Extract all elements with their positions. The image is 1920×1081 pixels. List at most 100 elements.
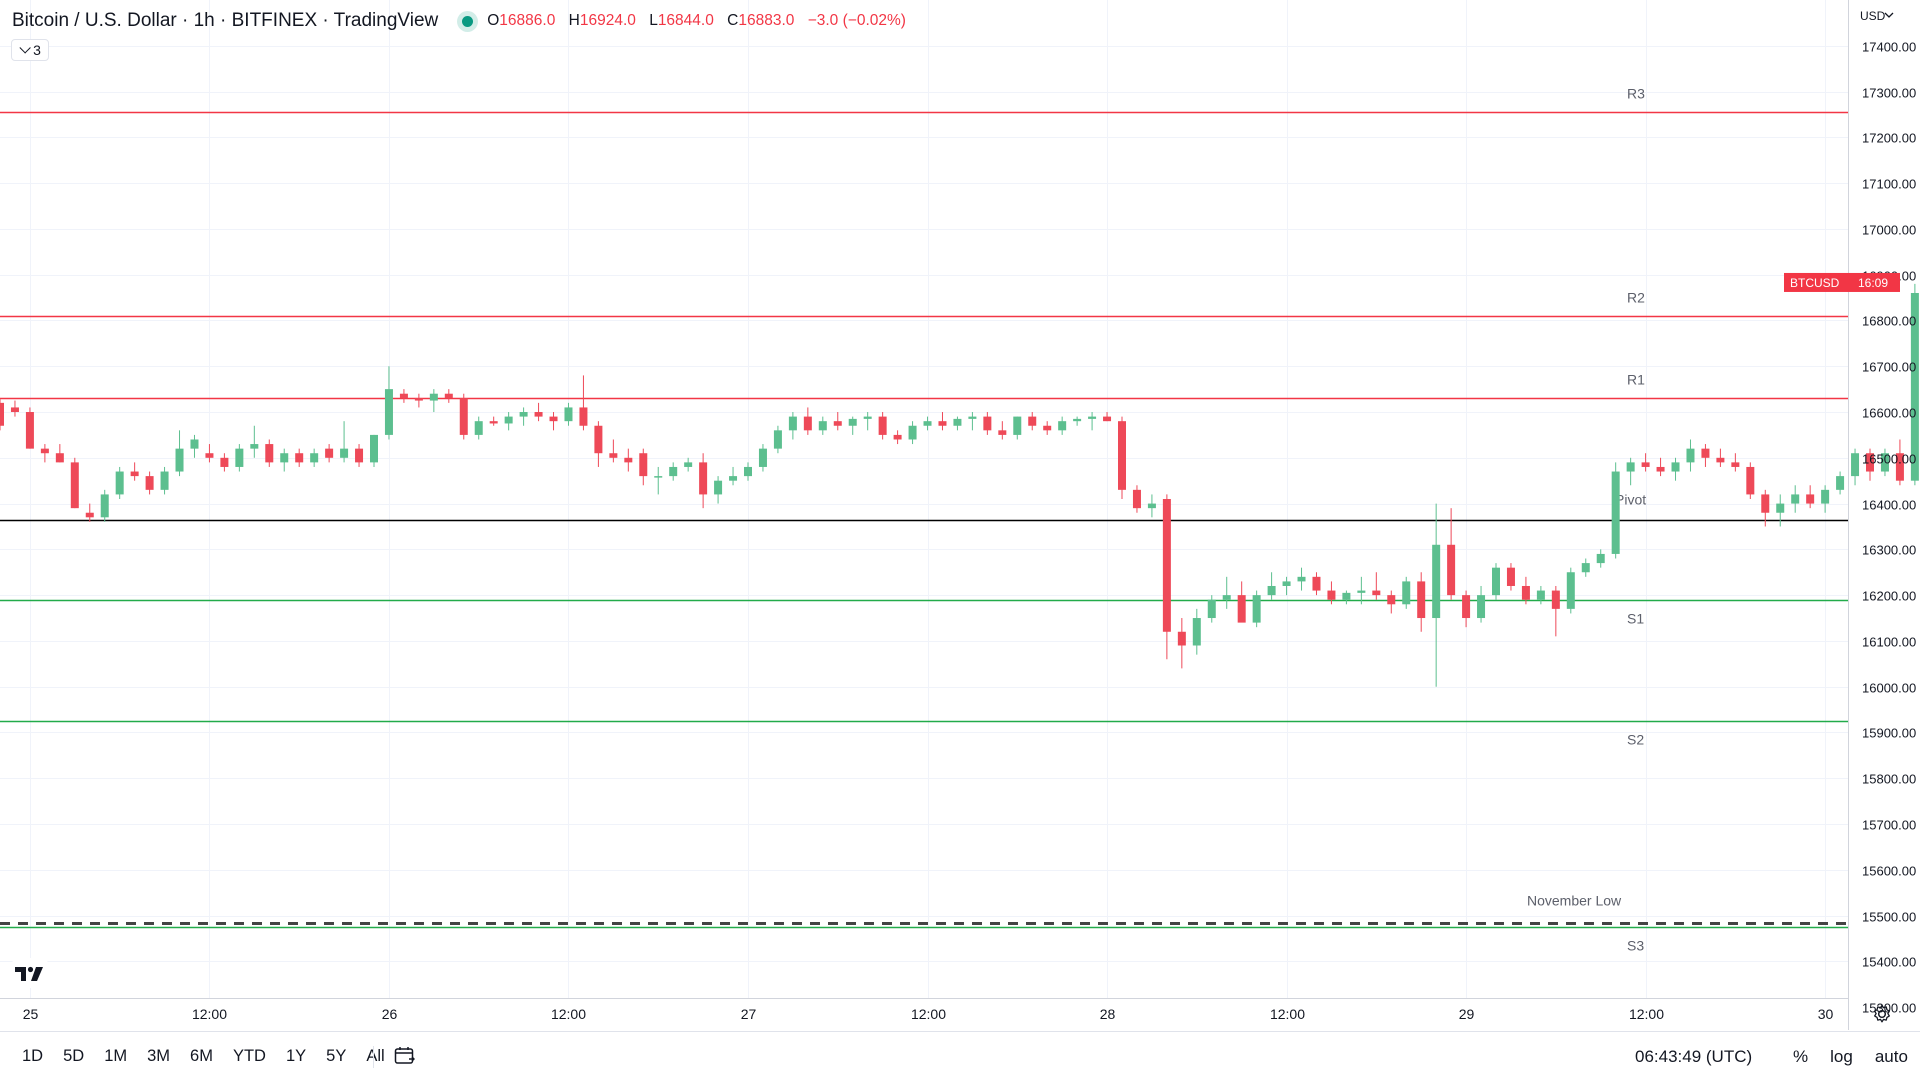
candle <box>1836 471 1845 495</box>
candle-body <box>370 434 378 463</box>
candle <box>1791 485 1800 513</box>
symbol-title[interactable]: Bitcoin / U.S. Dollar · 1h · BITFINEX · … <box>12 10 439 31</box>
time-tick-label: 12:00 <box>551 1006 586 1022</box>
candle <box>803 407 812 435</box>
candle-body <box>1447 544 1456 596</box>
candle <box>310 448 319 467</box>
indicators-toggle-button[interactable]: 3 <box>11 39 49 61</box>
candle <box>1118 416 1126 499</box>
candle <box>594 421 603 467</box>
range-button-1m[interactable]: 1M <box>104 1047 128 1065</box>
candle <box>1132 485 1141 513</box>
price-tick-label: 17200.00 <box>1862 131 1916 146</box>
close-label: C <box>727 12 739 29</box>
tradingview-logo-icon[interactable] <box>12 958 48 988</box>
candle <box>699 453 708 509</box>
candle-body <box>220 457 229 467</box>
utc-clock[interactable]: 06:43:49 (UTC) <box>1635 1046 1753 1066</box>
candle-body <box>1372 590 1381 596</box>
candle-body <box>893 434 902 440</box>
candle-body <box>1851 453 1860 477</box>
candle <box>998 421 1007 440</box>
candle-body <box>848 418 857 426</box>
candle <box>1910 283 1919 486</box>
candle-body <box>1132 489 1141 509</box>
candle-body <box>25 412 34 449</box>
candle <box>519 407 528 426</box>
candle <box>908 421 917 445</box>
candle <box>1671 457 1680 481</box>
level-label-november-low: November Low <box>1527 893 1622 909</box>
go-to-date-icon[interactable] <box>394 1046 416 1066</box>
price-tick-label: 16300.00 <box>1862 543 1916 558</box>
open-value: 16886.0 <box>499 12 556 29</box>
candle-body <box>1342 592 1351 600</box>
candle-body <box>340 448 349 458</box>
time-scale[interactable]: 2512:002612:002712:002812:002912:003012:… <box>23 1006 1920 1022</box>
gear-icon[interactable] <box>1871 1003 1893 1025</box>
candle <box>265 439 274 467</box>
range-button-3m[interactable]: 3M <box>147 1047 171 1065</box>
range-button-ytd[interactable]: YTD <box>232 1047 266 1065</box>
price-tick-label: 16700.00 <box>1862 360 1916 375</box>
candle <box>1641 453 1650 472</box>
candle-body <box>355 448 364 463</box>
range-button-1d[interactable]: 1D <box>22 1047 44 1065</box>
candle-body <box>325 448 334 458</box>
candlesticks <box>0 283 1919 687</box>
price-tick-label: 16500.00 <box>1862 452 1916 467</box>
market-status-dot-icon <box>462 15 474 27</box>
candle-body <box>1821 489 1830 504</box>
candle <box>684 457 693 472</box>
candle <box>1686 439 1695 472</box>
currency-label[interactable]: USD <box>1860 9 1886 23</box>
time-tick-label: 30 <box>1818 1006 1834 1022</box>
range-button-5y[interactable]: 5Y <box>326 1047 347 1065</box>
candle <box>983 412 992 435</box>
candle <box>70 457 79 509</box>
candle-body <box>384 389 393 435</box>
candle <box>639 448 648 486</box>
candle-body <box>654 476 663 478</box>
candle-body <box>1417 581 1426 619</box>
candle <box>25 407 34 449</box>
candle-body <box>1731 462 1740 467</box>
candle <box>175 430 184 477</box>
candle <box>1776 494 1785 527</box>
candle-body <box>489 421 498 424</box>
candle <box>1028 412 1037 431</box>
auto-scale-button[interactable]: auto <box>1874 1046 1908 1066</box>
candle <box>459 393 468 440</box>
ohlc-values: O16886.0 H16924.0 L16844.0 C16883.0 −3.0… <box>487 12 906 30</box>
candle <box>818 416 827 435</box>
candle-body <box>609 453 618 458</box>
range-button-5d[interactable]: 5D <box>63 1047 85 1065</box>
range-button-all[interactable]: All <box>366 1047 385 1065</box>
range-button-6m[interactable]: 6M <box>190 1047 213 1065</box>
candle-body <box>1073 418 1082 422</box>
candle <box>1851 448 1860 486</box>
candle <box>205 444 214 463</box>
candle-body <box>714 480 723 495</box>
log-scale-button[interactable]: log <box>1830 1046 1853 1066</box>
candle-body <box>1611 471 1620 554</box>
price-tick-label: 15700.00 <box>1862 818 1916 833</box>
candle <box>1387 590 1396 614</box>
price-tick-label: 16200.00 <box>1862 589 1916 604</box>
candle-body <box>1252 595 1261 623</box>
candle-body <box>1701 448 1710 458</box>
range-button-1y[interactable]: 1Y <box>285 1047 307 1065</box>
high-label: H <box>568 12 580 29</box>
time-tick-label: 29 <box>1459 1006 1475 1022</box>
price-tick-label: 16800.00 <box>1862 314 1916 329</box>
candle <box>863 412 872 431</box>
close-value: 16883.0 <box>738 12 795 29</box>
candle <box>893 430 902 445</box>
candle-body <box>818 421 827 431</box>
percent-scale-button[interactable]: % <box>1793 1046 1809 1066</box>
price-scale[interactable]: 15300.0015400.0015500.0015600.0015700.00… <box>1862 40 1916 1016</box>
high-value: 16924.0 <box>579 12 636 29</box>
candle-body <box>265 444 274 463</box>
candle-body <box>1716 457 1725 463</box>
